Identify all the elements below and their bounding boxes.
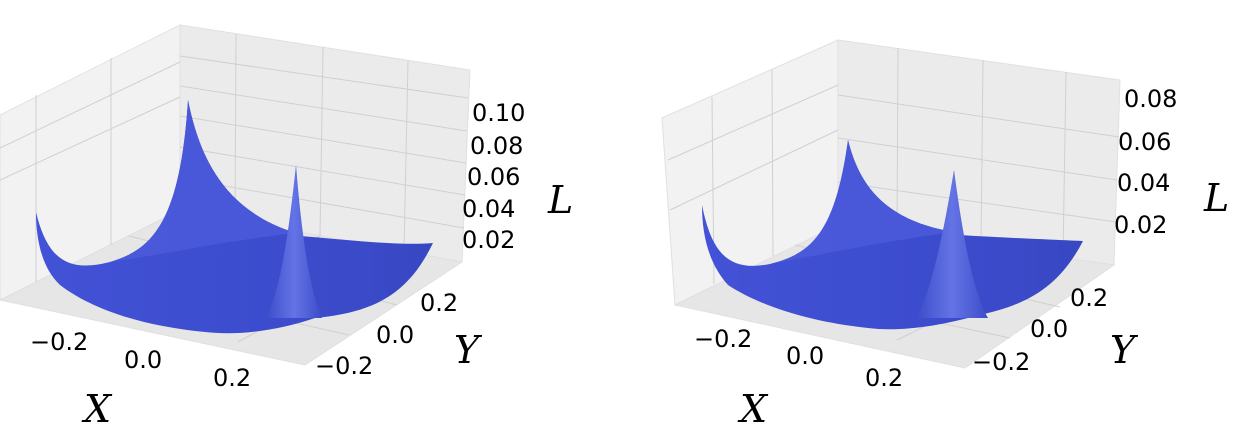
plot-left: 0.020.040.060.080.10 −0.20.00.2 −0.20.00… bbox=[0, 24, 573, 431]
x-axis-label: X bbox=[81, 387, 113, 431]
z-tick-label: 0.10 bbox=[472, 99, 525, 127]
surface-peak-main bbox=[110, 100, 296, 262]
y-tick-label: 0.0 bbox=[376, 321, 414, 349]
x-tick-label: −0.2 bbox=[694, 325, 752, 353]
y-tick-label: −0.2 bbox=[315, 352, 373, 380]
z-tick-labels: 0.02 0.04 0.06 0.08 bbox=[1114, 85, 1177, 239]
y-tick-label: 0.2 bbox=[420, 289, 458, 317]
z-tick-label: 0.04 bbox=[1117, 169, 1170, 197]
x-tick-labels: −0.2 0.0 0.2 bbox=[694, 325, 903, 392]
y-axis-label: Y bbox=[454, 328, 483, 372]
z-tick-labels: 0.02 0.04 0.06 0.08 0.10 bbox=[462, 99, 525, 254]
z-tick-label: 0.02 bbox=[1114, 211, 1167, 239]
z-tick-label: 0.04 bbox=[462, 195, 515, 223]
surface-peak-main bbox=[770, 140, 954, 264]
surface-peak-secondary bbox=[916, 170, 988, 318]
z-tick-label: 0.06 bbox=[467, 163, 520, 191]
y-axis-label: Y bbox=[1110, 328, 1139, 372]
x-tick-labels: −0.2 0.0 0.2 bbox=[30, 328, 251, 392]
x-tick-label: 0.0 bbox=[786, 342, 824, 370]
x-tick-label: −0.2 bbox=[30, 328, 88, 356]
z-tick-label: 0.02 bbox=[462, 226, 515, 254]
z-tick-label: 0.08 bbox=[470, 132, 523, 160]
x-tick-label: 0.0 bbox=[124, 346, 162, 374]
y-tick-labels: −0.20.00.2 bbox=[972, 284, 1108, 376]
z-tick-label: 0.08 bbox=[1124, 85, 1177, 113]
y-tick-label: 0.0 bbox=[1030, 315, 1068, 343]
z-axis-label: L bbox=[547, 178, 573, 222]
surface-peak-secondary bbox=[266, 165, 322, 318]
z-axis-label: L bbox=[1203, 176, 1229, 220]
z-tick-label: 0.06 bbox=[1118, 128, 1171, 156]
plot-right: 0.020.040.060.08 −0.20.00.2 −0.20.00.2 X… bbox=[661, 39, 1229, 431]
y-tick-labels: −0.20.00.2 bbox=[315, 289, 458, 380]
x-tick-label: 0.2 bbox=[865, 364, 903, 392]
y-tick-label: −0.2 bbox=[972, 348, 1030, 376]
y-tick-label: 0.2 bbox=[1070, 284, 1108, 312]
x-tick-label: 0.2 bbox=[213, 364, 251, 392]
x-axis-label: X bbox=[737, 387, 769, 431]
